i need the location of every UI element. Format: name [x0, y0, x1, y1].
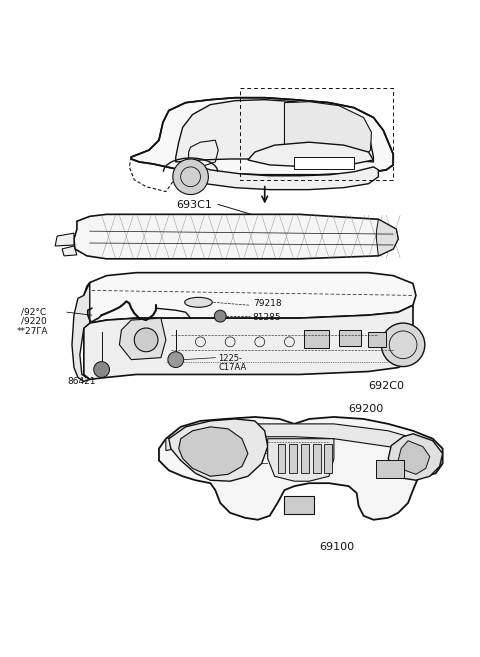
Bar	[339, 330, 360, 346]
Polygon shape	[285, 102, 372, 159]
Text: 81285: 81285	[253, 313, 281, 322]
Ellipse shape	[185, 298, 212, 307]
Bar	[304, 330, 329, 348]
Text: 692C0: 692C0	[369, 381, 405, 392]
Polygon shape	[55, 233, 74, 246]
Text: 79218: 79218	[253, 300, 281, 308]
Polygon shape	[324, 443, 332, 473]
Polygon shape	[159, 417, 443, 520]
Text: 86421: 86421	[67, 377, 96, 386]
Polygon shape	[398, 441, 430, 474]
Polygon shape	[169, 419, 268, 481]
Polygon shape	[84, 306, 413, 379]
Polygon shape	[191, 167, 378, 190]
Circle shape	[94, 361, 109, 377]
Text: 69200: 69200	[349, 404, 384, 414]
Polygon shape	[120, 318, 166, 359]
Text: /9220: /9220	[21, 316, 46, 325]
Bar	[285, 496, 314, 514]
Text: 1225-: 1225-	[218, 353, 242, 363]
Polygon shape	[388, 434, 443, 480]
Circle shape	[173, 159, 208, 194]
Polygon shape	[131, 98, 393, 175]
Text: C17AA: C17AA	[218, 363, 247, 372]
Polygon shape	[313, 443, 321, 473]
Bar	[369, 332, 386, 347]
Polygon shape	[376, 219, 398, 256]
Circle shape	[134, 328, 158, 351]
Polygon shape	[176, 100, 373, 162]
Polygon shape	[62, 246, 77, 256]
Polygon shape	[179, 427, 248, 476]
Circle shape	[214, 310, 226, 322]
Text: /92°C: /92°C	[21, 307, 46, 316]
Polygon shape	[72, 283, 90, 381]
Polygon shape	[301, 443, 309, 473]
Bar	[376, 461, 404, 478]
Circle shape	[381, 323, 425, 367]
Polygon shape	[166, 424, 438, 453]
Polygon shape	[277, 443, 286, 473]
Polygon shape	[289, 443, 297, 473]
Polygon shape	[74, 214, 398, 259]
Polygon shape	[268, 439, 334, 481]
Text: 69100: 69100	[319, 543, 354, 553]
Polygon shape	[84, 273, 416, 323]
Bar	[294, 157, 354, 169]
Circle shape	[168, 351, 184, 367]
Text: **27ΓA: **27ΓA	[17, 327, 48, 336]
Polygon shape	[248, 142, 373, 167]
Text: 693C1: 693C1	[176, 200, 212, 210]
